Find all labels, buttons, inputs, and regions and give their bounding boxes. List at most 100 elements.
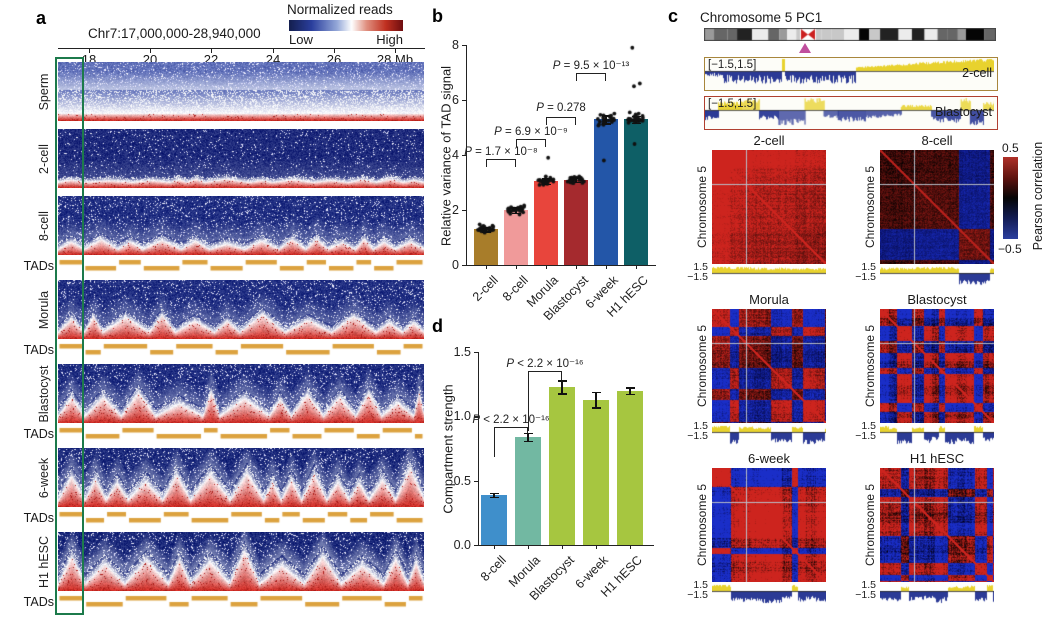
- mini-track-bottom-label: −1.5: [687, 430, 708, 442]
- axis-tick: [150, 49, 152, 53]
- axis-tick: [395, 49, 397, 53]
- y-tick-label: 1.5: [453, 345, 471, 359]
- matrix-y-label: Chromosome 5: [695, 165, 709, 249]
- correlation-matrix-canvas: [712, 468, 826, 582]
- correlation-matrix-canvas: [880, 468, 994, 582]
- y-tick: [474, 480, 478, 483]
- row-label: Sperm: [37, 73, 51, 110]
- mini-track-bottom-label: −1.5: [687, 589, 708, 601]
- bar: [583, 399, 609, 545]
- panel-c-label: c: [668, 6, 679, 26]
- chromosome5-ideogram: [704, 28, 996, 41]
- sig-bracket: [528, 371, 562, 373]
- mini-track-top-label: 1.5: [861, 261, 876, 273]
- error-bar: [629, 387, 631, 394]
- pc1-mini-track-canvas: [880, 425, 994, 445]
- reads-colorbar: [289, 20, 403, 31]
- reads-colorbar-title: Normalized reads: [287, 2, 393, 17]
- correlation-matrix-canvas: [880, 150, 994, 264]
- hic-strip-canvas: [58, 62, 424, 121]
- tads-track-canvas: [58, 594, 424, 608]
- tads-label: TADs: [23, 427, 54, 441]
- y-tick: [474, 352, 478, 354]
- y-axis: [478, 352, 480, 545]
- x-axis: [476, 545, 654, 547]
- pc1-track-name: 2-cell: [962, 66, 992, 80]
- mini-track-top-label: 1.5: [693, 579, 708, 591]
- y-tick: [474, 416, 478, 418]
- tads-label: TADs: [23, 343, 54, 357]
- p-value-label: P < 2.2 × 10⁻¹⁶: [506, 358, 584, 371]
- y-tick-label: 1.0: [453, 409, 471, 424]
- p-value-label: P < 2.2 × 10⁻¹⁶: [472, 413, 550, 426]
- correlation-matrix-canvas: [712, 150, 826, 264]
- pc1-mini-track-canvas: [712, 584, 826, 604]
- matrix-title: Blastocyst: [907, 292, 967, 307]
- correlation-matrix-canvas: [880, 309, 994, 423]
- hic-strip-canvas: [58, 364, 424, 423]
- bar: [617, 390, 643, 545]
- matrix-title: Morula: [749, 292, 789, 307]
- tads-label: TADs: [23, 511, 54, 525]
- panel-a-label: a: [36, 8, 47, 28]
- error-bar: [561, 380, 563, 394]
- row-label: Morula: [37, 290, 51, 329]
- pc1-mini-track-canvas: [880, 266, 994, 286]
- error-cap-bottom: [523, 440, 533, 443]
- matrix-title: H1 hESC: [909, 451, 965, 466]
- reads-colorbar-high: High: [376, 32, 403, 47]
- pc1-track-canvas: [705, 58, 994, 87]
- panel-a-region-title: Chr7:17,000,000-28,940,000: [88, 26, 261, 41]
- pearson-colorbar-bottom: −0.5: [998, 242, 1022, 256]
- bar: [481, 494, 507, 545]
- y-tick: [474, 545, 478, 547]
- mini-track-bottom-label: −1.5: [855, 271, 876, 283]
- x-category-label: 8-cell: [477, 553, 509, 585]
- mini-track-top-label: 1.5: [861, 579, 876, 591]
- hic-strip-canvas: [58, 532, 424, 591]
- x-tick: [596, 545, 598, 549]
- x-tick: [528, 545, 530, 549]
- matrix-y-label: Chromosome 5: [863, 483, 877, 567]
- error-cap-top: [489, 492, 499, 495]
- panel-a-genome-axis: [58, 48, 425, 50]
- pc1-scale-label: [−1.5,1.5]: [708, 59, 757, 71]
- pc1-track-blastocyst: [704, 96, 998, 130]
- error-bar: [493, 492, 495, 497]
- axis-tick: [334, 49, 336, 53]
- axis-tick: [89, 49, 91, 53]
- scatter-dots-canvas: [450, 20, 680, 280]
- tads-track-canvas: [58, 426, 424, 440]
- error-bar: [527, 433, 529, 441]
- error-cap-top: [557, 380, 567, 382]
- tads-track-canvas: [58, 258, 424, 272]
- error-cap-top: [625, 387, 635, 389]
- correlation-matrix-canvas: [712, 309, 826, 423]
- x-tick: [562, 545, 564, 549]
- reads-colorbar-low: Low: [289, 32, 313, 47]
- mini-track-bottom-label: −1.5: [687, 271, 708, 283]
- matrix-y-label: Chromosome 5: [695, 324, 709, 408]
- mini-track-top-label: 1.5: [861, 420, 876, 432]
- matrix-y-label: Chromosome 5: [863, 165, 877, 249]
- pc1-mini-track-canvas: [712, 266, 826, 286]
- pc1-mini-track-canvas: [712, 425, 826, 445]
- tads-track-canvas: [58, 342, 424, 356]
- axis-tick: [273, 49, 275, 53]
- error-cap-bottom: [557, 393, 567, 395]
- matrix-title: 2-cell: [753, 133, 785, 148]
- error-cap-bottom: [489, 496, 499, 499]
- panel-d-yaxis-title: Compartment strength: [440, 384, 456, 514]
- error-bar: [595, 391, 597, 408]
- pearson-colorbar-title: Pearson correlation: [1031, 141, 1045, 251]
- mini-track-top-label: 1.5: [693, 261, 708, 273]
- sig-bracket-leg: [561, 371, 563, 382]
- matrix-title: 6-week: [748, 451, 790, 466]
- error-cap-bottom: [591, 407, 601, 409]
- pearson-colorbar: [1003, 157, 1018, 239]
- hic-strip-canvas: [58, 280, 424, 339]
- error-cap-top: [523, 433, 533, 435]
- panel-c-title: Chromosome 5 PC1: [700, 10, 823, 25]
- sig-bracket-leg: [528, 371, 530, 432]
